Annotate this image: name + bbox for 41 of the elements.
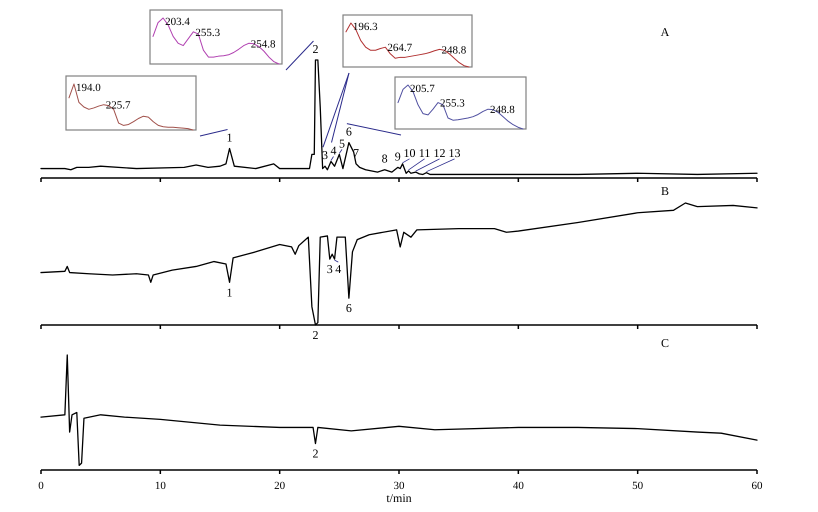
annotation: 203.4 [165, 16, 190, 28]
annotation: 11 [418, 146, 430, 160]
annotation: 205.7 [410, 83, 436, 95]
annotation: 255.3 [195, 26, 221, 39]
annotation: 248.8 [441, 44, 467, 56]
annotation: 4 [335, 262, 342, 276]
annotation: 6 [346, 124, 352, 139]
annotation: 10 [404, 146, 416, 160]
annotation: 196.3 [352, 21, 378, 33]
annotation: 3 [322, 148, 328, 162]
x-tick-label: 60 [752, 480, 763, 492]
x-tick-label: 50 [632, 480, 644, 492]
annotation: 1 [226, 130, 233, 144]
chart-title: C [660, 336, 670, 350]
chart-title: B [660, 184, 670, 198]
annotation: 2 [312, 328, 318, 342]
annotation: 255.3 [440, 98, 466, 110]
annotation: 12 [434, 146, 446, 160]
x-axis-title: t/min [386, 491, 412, 505]
annotation: 254.8 [250, 38, 276, 50]
chart-title: A [660, 25, 670, 39]
annotation: 13 [448, 146, 461, 160]
annotation: 3 [326, 262, 333, 276]
annotation: 9 [394, 149, 401, 164]
x-tick-label: 20 [274, 480, 286, 492]
x-tick-label: 30 [394, 480, 405, 492]
annotation: 8 [382, 152, 388, 166]
annotation: 6 [346, 301, 352, 316]
annotation: 2 [312, 446, 318, 461]
annotation: 1 [226, 285, 233, 300]
x-tick-label: 10 [154, 480, 166, 492]
annotation: 194.0 [76, 82, 102, 94]
annotation: 5 [339, 136, 346, 150]
annotation: 2 [312, 42, 318, 56]
annotation: 264.7 [387, 42, 413, 54]
x-tick-label: 0 [38, 480, 44, 492]
annotation: 248.8 [490, 104, 516, 116]
x-tick-label: 40 [512, 480, 524, 492]
annotation: 4 [330, 143, 337, 158]
annotation: 225.7 [106, 100, 131, 112]
annotation: 7 [353, 146, 360, 160]
